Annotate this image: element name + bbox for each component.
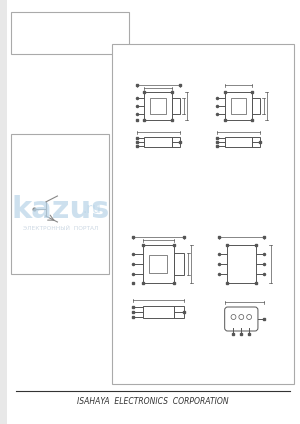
Bar (231, 98, 246, 114)
Bar (174, 306, 184, 318)
Bar (252, 137, 260, 147)
Text: kazus: kazus (11, 195, 110, 223)
Bar (112, 44, 294, 384)
Bar (11, 12, 129, 54)
Bar (145, 92, 172, 120)
Text: ISAHAYA  ELECTRONICS  CORPORATION: ISAHAYA ELECTRONICS CORPORATION (77, 398, 229, 407)
Bar (174, 253, 184, 275)
Text: ЭЛЕКТРОННЫЙ  ПОРТАЛ: ЭЛЕКТРОННЫЙ ПОРТАЛ (23, 226, 98, 232)
Bar (149, 255, 167, 273)
Bar (225, 92, 252, 120)
Bar (150, 98, 166, 114)
Bar (172, 98, 180, 114)
Bar (142, 306, 174, 318)
Bar (225, 137, 252, 147)
Bar (252, 98, 260, 114)
Bar (226, 245, 256, 283)
Bar (172, 137, 180, 147)
Bar (145, 137, 172, 147)
Bar (142, 245, 174, 283)
Bar (11, 134, 109, 274)
Text: .ru: .ru (82, 202, 101, 216)
